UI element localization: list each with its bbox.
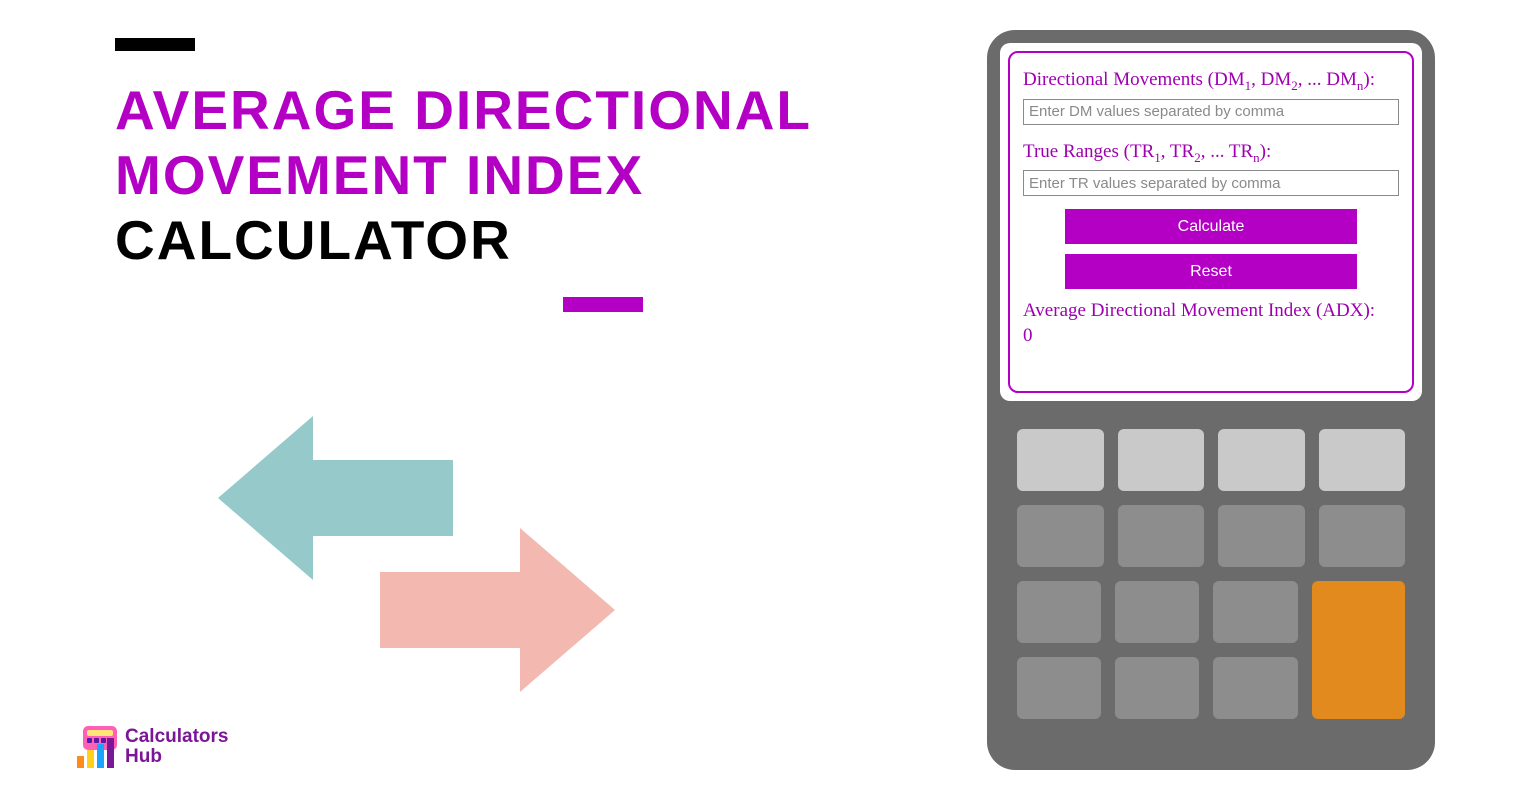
key-fn-4[interactable] (1319, 429, 1406, 491)
key-num-2[interactable] (1118, 505, 1205, 567)
key-equals[interactable] (1312, 581, 1406, 719)
logo-text: Calculators Hub (125, 727, 228, 767)
key-num-4[interactable] (1319, 505, 1406, 567)
key-num-9[interactable] (1115, 657, 1199, 719)
key-fn-2[interactable] (1118, 429, 1205, 491)
tr-label: True Ranges (TR1, TR2, ... TRn): (1023, 138, 1399, 168)
key-fn-3[interactable] (1218, 429, 1305, 491)
key-num-0[interactable] (1213, 657, 1297, 719)
calculator-device: Directional Movements (DM1, DM2, ... DMn… (987, 30, 1435, 770)
key-num-6[interactable] (1115, 581, 1199, 643)
key-num-8[interactable] (1017, 657, 1101, 719)
key-num-5[interactable] (1017, 581, 1101, 643)
result-value: 0 (1023, 325, 1033, 346)
calculator-screen: Directional Movements (DM1, DM2, ... DMn… (1000, 43, 1422, 401)
keypad (1000, 401, 1422, 719)
arrow-right-icon (380, 520, 615, 700)
logo-word-2: Hub (125, 747, 228, 767)
logo-word-1: Calculators (125, 727, 228, 747)
calculate-button[interactable]: Calculate (1065, 209, 1357, 244)
dm-label: Directional Movements (DM1, DM2, ... DMn… (1023, 66, 1399, 96)
title-line-3: CALCULATOR (115, 208, 812, 273)
reset-button[interactable]: Reset (1065, 254, 1357, 289)
tr-input[interactable] (1023, 170, 1399, 196)
page-title: AVERAGE DIRECTIONAL MOVEMENT INDEX CALCU… (115, 78, 812, 273)
logo-icon (77, 726, 119, 768)
key-fn-1[interactable] (1017, 429, 1104, 491)
title-line-2: MOVEMENT INDEX (115, 143, 812, 208)
accent-bar-bottom (563, 297, 643, 312)
key-num-1[interactable] (1017, 505, 1104, 567)
dm-input[interactable] (1023, 99, 1399, 125)
key-num-3[interactable] (1218, 505, 1305, 567)
key-num-7[interactable] (1213, 581, 1297, 643)
calculator-form: Directional Movements (DM1, DM2, ... DMn… (1008, 51, 1414, 393)
brand-logo: Calculators Hub (77, 726, 228, 768)
title-line-1: AVERAGE DIRECTIONAL (115, 78, 812, 143)
result-label: Average Directional Movement Index (ADX)… (1023, 299, 1399, 348)
accent-bar-top (115, 38, 195, 51)
